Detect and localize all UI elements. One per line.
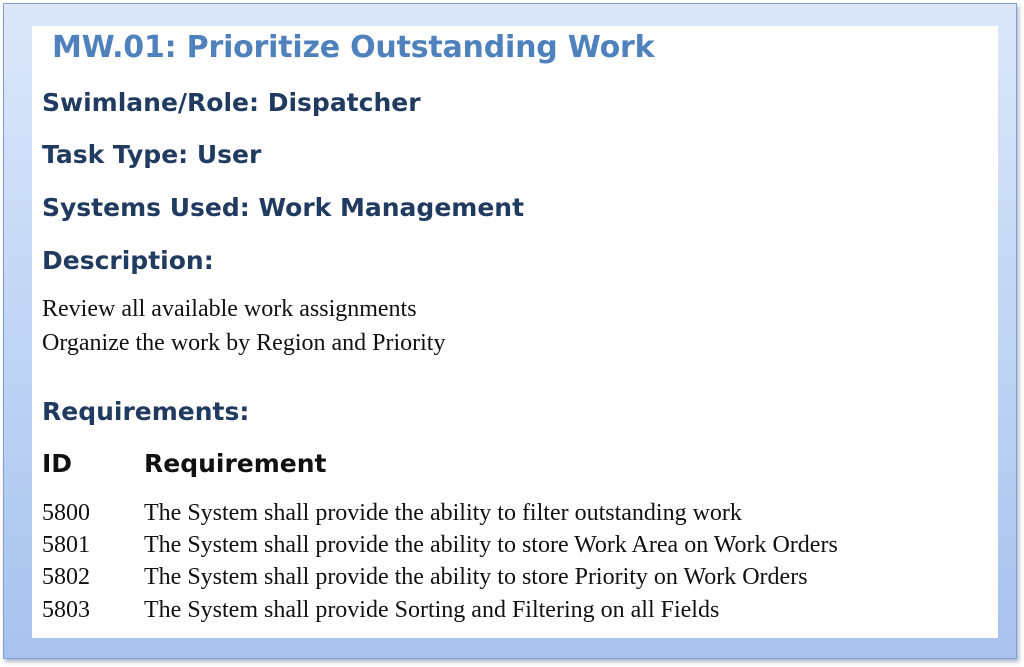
column-header-id: ID: [42, 449, 72, 478]
requirement-id: 5800: [42, 500, 90, 527]
description-line: Organize the work by Region and Priority: [42, 330, 445, 357]
table-row: 5802 The System shall provide the abilit…: [42, 564, 982, 596]
requirement-text: The System shall provide the ability to …: [144, 500, 742, 527]
task-type-value: User: [197, 140, 261, 169]
swimlane-value: Dispatcher: [268, 88, 421, 117]
requirement-id: 5801: [42, 532, 90, 559]
table-row: 5800 The System shall provide the abilit…: [42, 500, 982, 532]
page-title: MW.01: Prioritize Outstanding Work: [52, 30, 654, 65]
requirements-heading: Requirements:: [42, 397, 249, 426]
requirement-text: The System shall provide the ability to …: [144, 564, 808, 591]
requirement-text: The System shall provide the ability to …: [144, 532, 838, 559]
description-heading: Description:: [42, 246, 214, 275]
table-row: 5803 The System shall provide Sorting an…: [42, 597, 982, 629]
swimlane-label: Swimlane/Role:: [42, 88, 259, 117]
requirement-text: The System shall provide Sorting and Fil…: [144, 597, 719, 624]
requirement-id: 5803: [42, 597, 90, 624]
table-row: 5801 The System shall provide the abilit…: [42, 532, 982, 564]
column-header-requirement: Requirement: [144, 449, 327, 478]
systems-used-label: Systems Used:: [42, 193, 250, 222]
task-type: Task Type: User: [42, 140, 261, 169]
requirement-id: 5802: [42, 564, 90, 591]
systems-used: Systems Used: Work Management: [42, 193, 524, 222]
document-sheet: MW.01: Prioritize Outstanding Work Swiml…: [32, 26, 998, 638]
systems-used-value: Work Management: [258, 193, 524, 222]
swimlane-role: Swimlane/Role: Dispatcher: [42, 88, 421, 117]
description-line: Review all available work assignments: [42, 296, 417, 323]
task-type-label: Task Type:: [42, 140, 188, 169]
document-frame: MW.01: Prioritize Outstanding Work Swiml…: [3, 3, 1017, 659]
